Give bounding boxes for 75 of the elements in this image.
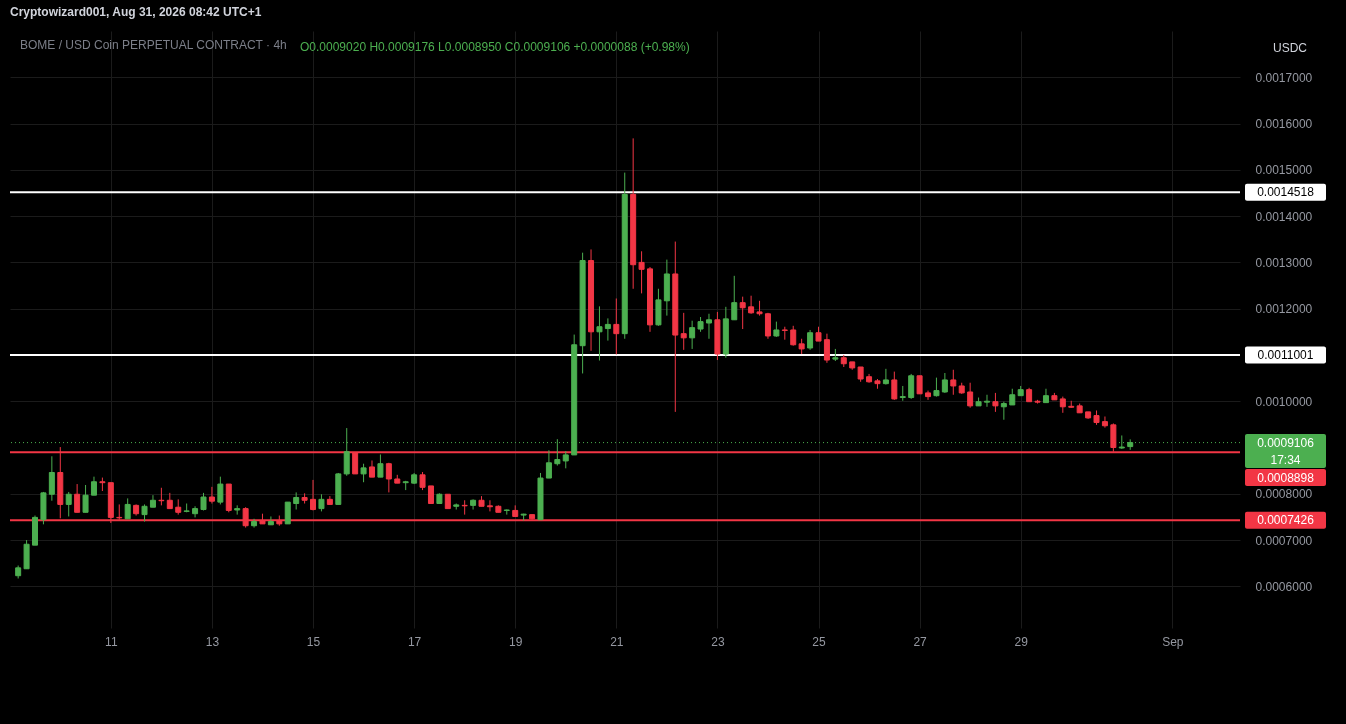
x-tick-label: Sep: [1162, 634, 1184, 649]
candlestick: [192, 505, 199, 518]
text: BOME / USD Coin PERPETUAL CONTRACT · 4h: [20, 38, 287, 52]
candlestick: [790, 325, 797, 347]
y-tick-label: 0.0012000: [1255, 302, 1313, 317]
x-tick-label: 27: [913, 634, 928, 649]
ref-line-label: 0.0014518: [1257, 185, 1315, 200]
text: USDC: [1272, 41, 1308, 55]
candlestick: [419, 471, 426, 491]
candlestick: [916, 375, 923, 395]
candlestick: [208, 486, 215, 505]
y-tick-label: 0.0010000: [1255, 394, 1313, 409]
y-tick-label: 0.0015000: [1255, 163, 1313, 178]
x-tick-label: 21: [610, 634, 624, 649]
candlestick: [882, 368, 889, 386]
y-tick-label: 0.0008000: [1255, 487, 1313, 502]
candlestick: [284, 501, 291, 525]
ref-line-label: 0.0008898: [1257, 470, 1315, 485]
ref-line-label: 0.0007426: [1257, 513, 1315, 528]
candlestick: [267, 515, 274, 526]
candlestick: [65, 491, 72, 517]
y-tick-label: 0.0013000: [1255, 255, 1313, 270]
candlestick: [613, 297, 620, 355]
candlestick: [486, 499, 493, 512]
candlestick: [82, 484, 89, 513]
candlestick: [360, 463, 367, 483]
x-tick-label: 13: [205, 634, 220, 649]
x-tick-label: 23: [711, 634, 725, 649]
candlestick: [74, 483, 81, 513]
candlestick: [1101, 416, 1108, 429]
x-tick-label: 19: [509, 634, 523, 649]
candlestick: [748, 295, 755, 315]
candlestick: [48, 455, 55, 502]
y-tick-label: 0.0016000: [1255, 117, 1313, 132]
candlestick: [604, 317, 611, 342]
candlestick: [950, 369, 957, 396]
candlestick: [310, 479, 317, 511]
candlestick: [967, 382, 974, 409]
ref-line-label: 0.0011001: [1257, 347, 1314, 362]
ref-line-label: 0.0009106 17:34: [1257, 435, 1315, 467]
candlestick: [680, 312, 687, 351]
candlestick: [992, 392, 999, 413]
text: Cryptowizard001, Aug 31, 2026 08:42 UTC+1: [10, 5, 262, 19]
x-tick-label: 17: [407, 634, 422, 649]
y-tick-label: 0.0017000: [1255, 70, 1313, 85]
candlestick: [823, 333, 830, 364]
candlestick: [984, 394, 990, 408]
candlestick: [596, 305, 603, 362]
candlestick: [90, 476, 97, 496]
candlestick: [385, 462, 392, 493]
candlestick: [705, 313, 712, 340]
candlestick: [377, 453, 384, 478]
x-tick-label: 25: [812, 634, 826, 649]
candlestick: [470, 498, 477, 511]
candlestick: [941, 372, 948, 394]
candlestick: [891, 371, 898, 401]
y-tick-label: 0.0014000: [1255, 209, 1313, 224]
candlestick: [689, 320, 696, 350]
y-tick-label: 0.0007000: [1255, 533, 1313, 548]
candlestick: [217, 476, 224, 505]
candlestick: [545, 449, 552, 479]
annotation: O0.0009020 H0.0009176 L0.0008950 C0.0009106 +0.0000088 (+0.98%): [300, 40, 690, 54]
candlestick: [908, 373, 915, 400]
y-tick-label: 0.0006000: [1255, 579, 1313, 594]
candlestick: [731, 275, 738, 321]
x-tick-label: 11: [105, 634, 118, 649]
candlestick: [638, 250, 645, 294]
candlestick: [1000, 401, 1007, 421]
x-tick-label: 29: [1014, 634, 1029, 649]
candlestick: [764, 312, 771, 340]
x-tick-label: 15: [306, 634, 321, 649]
candlestick: [739, 296, 746, 330]
candlestick: [933, 377, 940, 398]
candlestick: [124, 497, 131, 520]
candlestick: [807, 329, 814, 351]
